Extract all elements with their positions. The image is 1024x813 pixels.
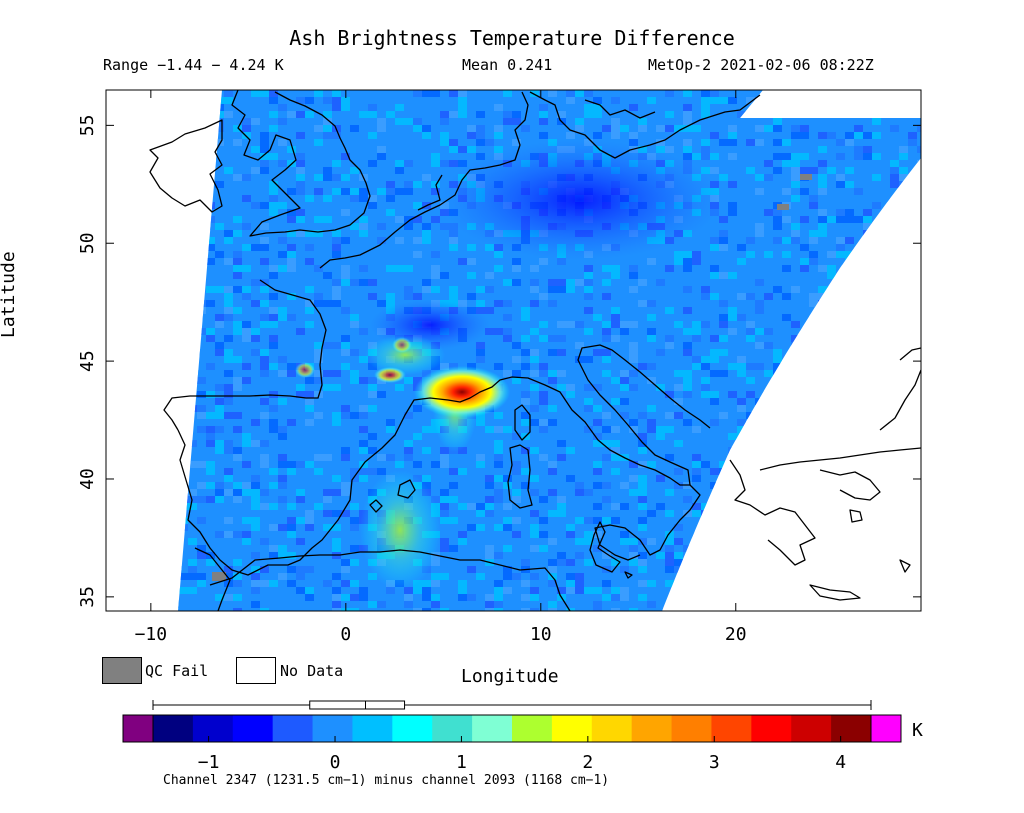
y-tick-label: 55 [77,115,98,137]
y-tick-label: 45 [77,350,98,372]
channel-description: Channel 2347 (1231.5 cm−1) minus channel… [163,773,610,788]
y-tick-label: 50 [77,232,98,254]
y-axis-label: Latitude [0,251,19,338]
coastlines [149,90,921,611]
colorbar-unit: K [912,720,923,741]
map-frame [105,89,922,612]
y-tick-label: 40 [77,468,98,490]
no-data-swatch [236,657,276,684]
range-label: Range −1.44 − 4.24 K [103,56,284,74]
qc-fail-swatch [102,657,142,684]
x-tick-label: 10 [530,624,552,645]
satellite-time-label: MetOp-2 2021-02-06 08:22Z [648,56,874,74]
chart-title: Ash Brightness Temperature Difference [289,26,735,50]
y-tick-label: 35 [77,586,98,608]
x-axis-label: Longitude [461,666,559,687]
mean-label: Mean 0.241 [462,56,553,74]
no-data-label: No Data [280,662,344,680]
qc-fail-label: QC Fail [145,662,209,680]
ash-hotspot [414,366,510,418]
x-tick-label: −10 [135,624,168,645]
axis-ticks [106,90,921,611]
x-tick-label: 20 [725,624,747,645]
x-tick-label: 0 [340,624,351,645]
